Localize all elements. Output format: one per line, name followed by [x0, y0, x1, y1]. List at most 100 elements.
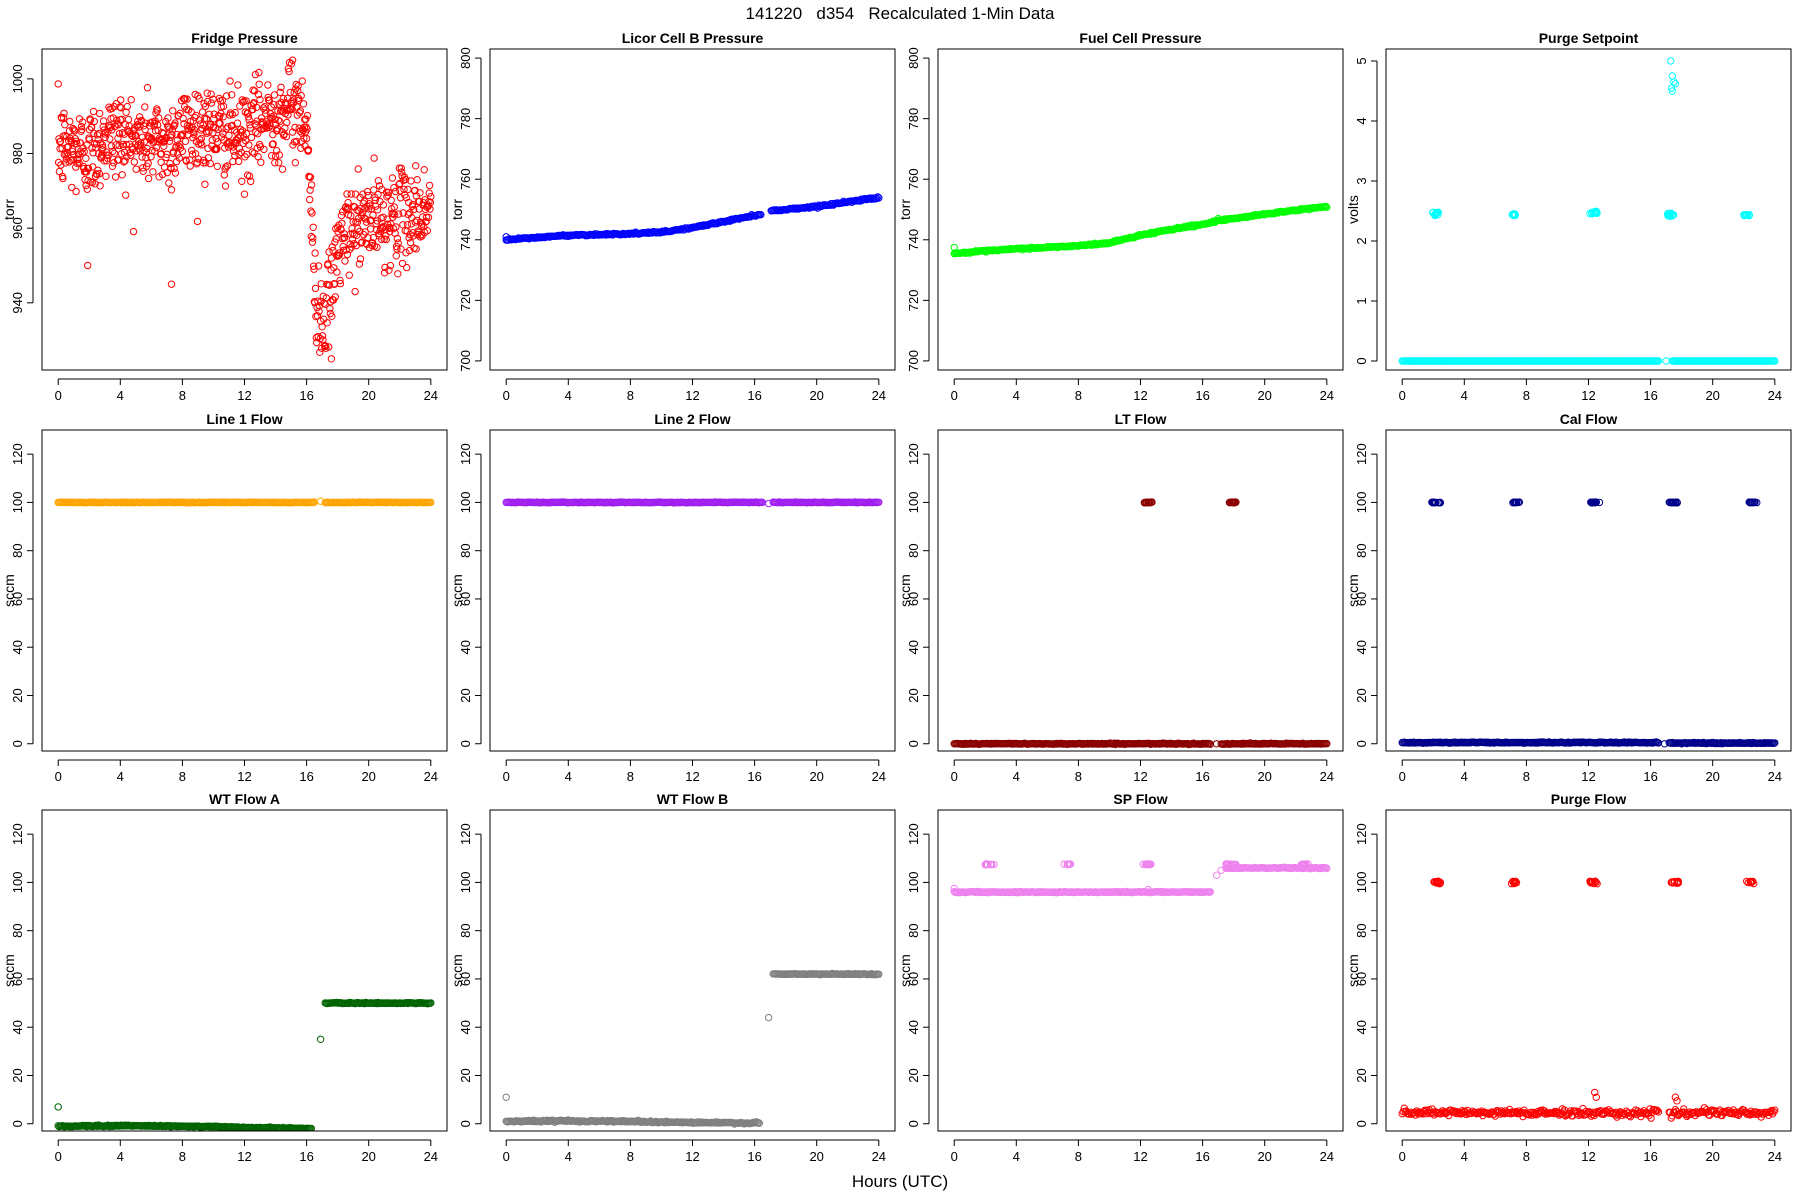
data-point	[298, 77, 306, 85]
data-point	[405, 234, 413, 242]
outlier-point	[1668, 72, 1677, 80]
data-point	[396, 187, 404, 195]
data-point	[123, 102, 132, 111]
data-point	[197, 126, 205, 134]
data-point	[393, 234, 402, 243]
data-point	[373, 243, 381, 251]
y-tick-label: 120	[906, 443, 921, 465]
x-tick-label: 12	[1133, 769, 1147, 784]
x-tick-label: 16	[747, 769, 761, 784]
data-point	[380, 269, 389, 277]
y-tick-label: 20	[458, 1068, 473, 1082]
y-tick-label: 80	[458, 923, 473, 937]
data-point	[394, 239, 402, 247]
y-tick-label: 4	[1354, 117, 1369, 124]
y-tick-label: 120	[10, 823, 25, 845]
data-point	[57, 161, 65, 169]
y-tick-label: 120	[458, 443, 473, 465]
data-point	[173, 130, 181, 139]
data-point	[175, 154, 184, 162]
data-point	[226, 77, 234, 85]
data-point	[115, 141, 123, 150]
x-tick-label: 8	[627, 1149, 634, 1164]
data-point	[149, 168, 157, 176]
data-point	[95, 170, 104, 178]
y-tick-label: 20	[10, 688, 25, 702]
data-point	[269, 140, 277, 148]
panel-title: WT Flow B	[657, 791, 729, 807]
data-point	[287, 60, 296, 68]
x-tick-label: 0	[1399, 388, 1406, 403]
data-point	[205, 128, 213, 136]
data-point	[165, 179, 173, 187]
data-point	[136, 113, 144, 121]
data-point	[141, 119, 150, 128]
data-point	[425, 181, 434, 190]
cluster-point	[1512, 498, 1520, 506]
data-point	[372, 202, 380, 210]
data-point	[374, 177, 383, 185]
data-point	[318, 332, 327, 340]
data-point	[158, 170, 167, 179]
data-point	[195, 94, 203, 103]
data-point	[193, 217, 202, 226]
y-tick-label: 40	[906, 640, 921, 654]
y-tick-label: 60	[1354, 592, 1369, 606]
data-point	[70, 150, 78, 159]
data-point	[116, 103, 124, 111]
data-point	[425, 189, 433, 197]
data-point	[302, 115, 310, 123]
data-point	[255, 80, 263, 89]
data-points	[502, 498, 883, 508]
data-point	[254, 130, 262, 138]
x-tick-label: 4	[1461, 769, 1468, 784]
data-point	[427, 498, 435, 507]
data-point	[141, 103, 149, 111]
data-point	[313, 338, 321, 347]
y-tick-label: 120	[458, 823, 473, 845]
data-point	[306, 186, 314, 194]
data-point	[276, 88, 284, 97]
data-point	[96, 109, 104, 118]
panel-title: Fuel Cell Pressure	[1079, 30, 1201, 46]
data-point	[80, 148, 88, 156]
data-point	[282, 132, 291, 141]
data-point	[303, 125, 311, 133]
x-tick-label: 0	[1399, 769, 1406, 784]
outlier-point	[327, 355, 336, 363]
data-point	[294, 82, 302, 90]
data-point	[171, 169, 180, 177]
x-tick-label: 12	[685, 769, 699, 784]
data-point	[290, 88, 298, 97]
data-point	[374, 190, 382, 199]
data-point	[62, 150, 70, 159]
panel-title: Fridge Pressure	[191, 30, 298, 46]
x-tick-label: 24	[1768, 388, 1782, 403]
data-point	[274, 116, 282, 125]
data-point	[62, 132, 71, 141]
data-point	[222, 163, 230, 171]
y-tick-label: 80	[10, 923, 25, 937]
data-point	[245, 172, 254, 180]
data-point	[307, 207, 315, 215]
data-point	[362, 218, 371, 226]
data-point	[109, 147, 117, 156]
data-point	[351, 287, 359, 296]
data-point	[255, 68, 263, 77]
data-point	[406, 238, 415, 247]
panel-title: Purge Setpoint	[1539, 30, 1639, 46]
data-point	[340, 233, 349, 242]
data-point	[155, 114, 163, 122]
x-tick-label: 20	[361, 388, 375, 403]
y-tick-label: 780	[906, 108, 921, 130]
data-point	[153, 121, 162, 129]
data-point	[99, 117, 108, 125]
x-tick-label: 20	[1705, 769, 1719, 784]
y-tick-label: 0	[458, 740, 473, 747]
data-point	[54, 80, 62, 88]
y-tick-label: 100	[458, 492, 473, 514]
outlier-point	[1667, 57, 1675, 65]
data-point	[1322, 202, 1330, 211]
